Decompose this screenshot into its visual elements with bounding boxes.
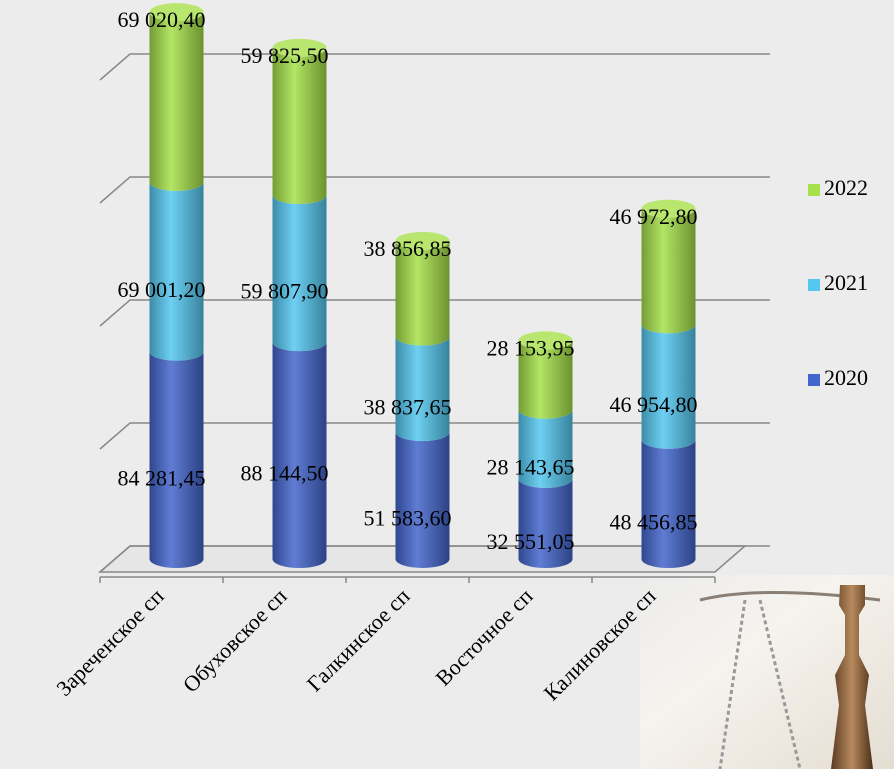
bar-segment xyxy=(518,340,573,419)
legend-swatch xyxy=(808,184,820,196)
x-tick-label: Зареченское сп xyxy=(51,583,169,701)
bar-top xyxy=(395,231,450,250)
value-label: 28 153,95 xyxy=(487,335,575,360)
bar-segment xyxy=(641,208,696,334)
grid-line xyxy=(99,53,770,81)
decor-image xyxy=(640,575,894,769)
legend-label: 2020 xyxy=(824,365,868,390)
legend-swatch xyxy=(808,279,820,291)
labels: Зареченское сп 84 281,45 69 001,20 69 020,4… xyxy=(51,7,697,705)
legend: 2022 2021 2020 xyxy=(808,175,868,390)
bar-segment xyxy=(395,336,450,442)
grid-line xyxy=(99,176,770,204)
bar-segment xyxy=(272,195,327,352)
bar-segment xyxy=(272,47,327,205)
bar-segment xyxy=(395,432,450,568)
value-label: 69 020,40 xyxy=(118,7,206,32)
legend-label: 2021 xyxy=(824,270,868,295)
bar-segment xyxy=(641,439,696,568)
bar-segment xyxy=(272,342,327,568)
bar-segment xyxy=(149,181,204,361)
bar-segment xyxy=(149,12,204,191)
bar-segment xyxy=(518,478,573,568)
bar-top xyxy=(149,3,204,22)
grid-line xyxy=(99,299,770,327)
bar-top xyxy=(518,331,573,350)
value-label: 32 551,05 xyxy=(487,529,575,554)
value-label: 84 281,45 xyxy=(118,465,206,490)
bar-top xyxy=(641,199,696,218)
value-label: 59 825,50 xyxy=(241,43,329,68)
value-label: 69 001,20 xyxy=(118,277,206,302)
bar-top xyxy=(272,38,327,57)
value-label: 46 972,80 xyxy=(610,204,698,229)
legend-label: 2022 xyxy=(824,175,868,200)
bar-segment xyxy=(149,351,204,568)
value-label: 88 144,50 xyxy=(241,461,329,486)
legend-swatch xyxy=(808,374,820,386)
x-tick-label: Галкинское сп xyxy=(302,583,415,696)
bar-segment xyxy=(641,324,696,449)
bar-segment xyxy=(395,240,450,346)
value-label: 59 807,90 xyxy=(241,279,329,304)
bar-segment xyxy=(518,409,573,488)
value-label: 48 456,85 xyxy=(610,509,698,534)
x-tick-label: Обуховское сп xyxy=(178,583,292,697)
value-label: 28 143,65 xyxy=(487,454,575,479)
value-label: 46 954,80 xyxy=(610,392,698,417)
value-label: 38 837,65 xyxy=(364,394,452,419)
bars xyxy=(149,3,696,568)
x-tick-label: Восточное сп xyxy=(430,583,537,690)
value-label: 38 856,85 xyxy=(364,236,452,261)
value-label: 51 583,60 xyxy=(364,506,452,531)
